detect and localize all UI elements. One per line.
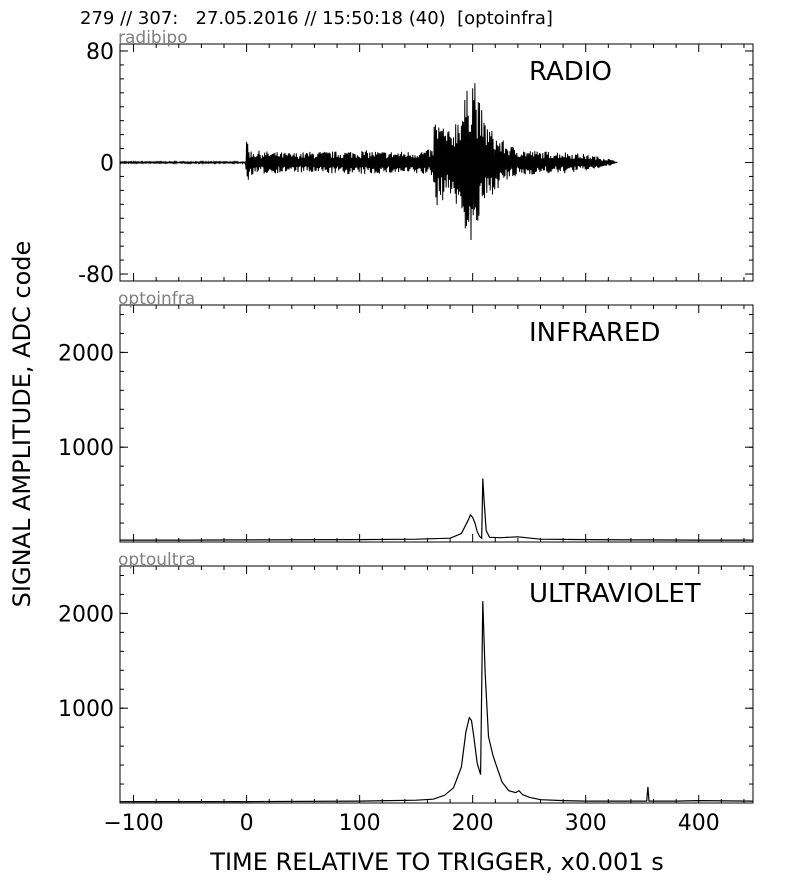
x-axis-label: TIME RELATIVE TO TRIGGER, x0.001 s (210, 848, 664, 876)
channel-label: optoinfra (118, 289, 195, 309)
record-source: [optoinfra] (457, 8, 553, 29)
channel-label: optoultra (118, 550, 196, 570)
channel-label: radibipo (118, 28, 188, 48)
panel-title: RADIO (529, 57, 612, 87)
y-tick-label: 0 (100, 152, 114, 177)
y-tick-label: 2000 (58, 602, 114, 627)
y-tick-label: 1000 (58, 697, 114, 722)
plot-frame-1 (119, 304, 754, 543)
x-tick-label: 300 (565, 811, 607, 836)
x-tick-label: −100 (103, 811, 163, 836)
panel-title: ULTRAVIOLET (529, 579, 701, 609)
panel-title: INFRARED (529, 318, 660, 348)
y-tick-label: 80 (86, 40, 114, 65)
y-tick-label: -80 (78, 263, 114, 288)
y-tick-label: 1000 (58, 436, 114, 461)
x-tick-label: 0 (240, 811, 254, 836)
record-datetime: 27.05.2016 // 15:50:18 (40) (195, 8, 446, 29)
chart-header: 279 // 307: 27.05.2016 // 15:50:18 (40) … (80, 8, 553, 29)
series-line (119, 83, 618, 241)
series-line (120, 601, 754, 803)
x-tick-label: 200 (452, 811, 494, 836)
record-counter: 279 // 307: (80, 8, 179, 29)
y-axis-label: SIGNAL AMPLITUDE, ADC code (8, 240, 36, 608)
y-tick-label: 2000 (58, 341, 114, 366)
plot-frame-2 (119, 565, 754, 804)
series-line (120, 478, 753, 541)
x-tick-label: 100 (339, 811, 381, 836)
x-tick-label: 400 (678, 811, 720, 836)
